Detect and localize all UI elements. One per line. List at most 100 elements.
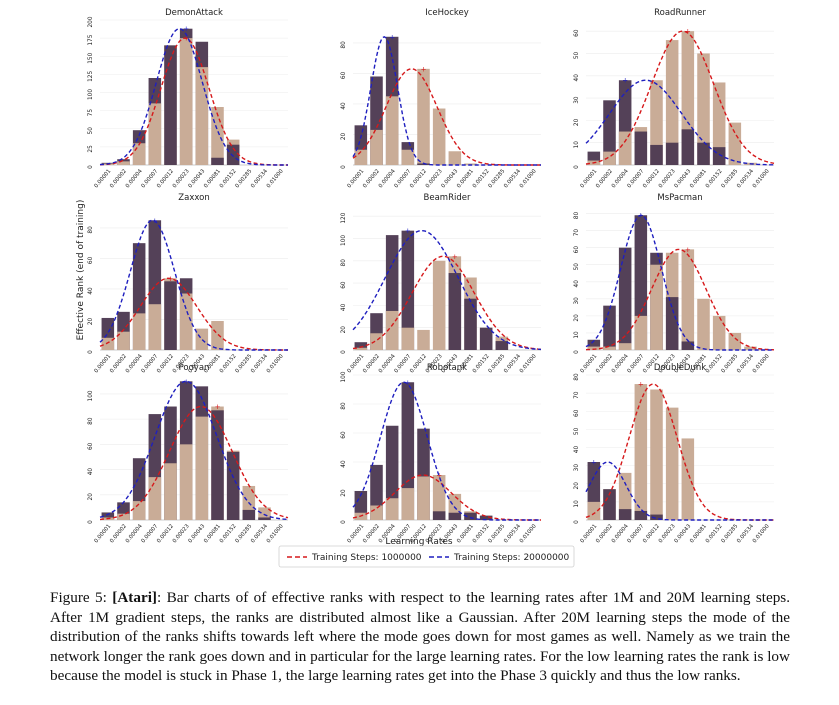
curve-20m <box>99 380 289 521</box>
y-tick-label: 50 <box>574 51 580 59</box>
bar-1m <box>417 329 430 350</box>
bar-1m <box>728 122 742 165</box>
y-tick-label: 0 <box>88 165 94 169</box>
y-tick-label: 40 <box>574 280 580 288</box>
y-tick-label: 60 <box>574 29 580 37</box>
peak-marker: + <box>183 25 189 33</box>
peak-marker: + <box>389 33 395 41</box>
y-tick-label: 20 <box>88 317 94 325</box>
bar-1m <box>681 249 695 350</box>
bar-20m <box>681 129 695 165</box>
y-tick-label: 70 <box>574 229 580 237</box>
bar-1m <box>603 346 616 350</box>
bar-20m <box>354 342 368 350</box>
y-tick-label: 20 <box>574 118 580 126</box>
bar-1m <box>587 501 601 520</box>
bar-20m <box>417 163 430 165</box>
curve-20m <box>99 219 288 351</box>
bar-1m <box>417 476 430 520</box>
bar-1m <box>681 438 695 520</box>
bar-1m <box>195 328 209 350</box>
bar-20m <box>211 157 224 165</box>
y-tick-label: 30 <box>574 96 580 104</box>
panel-title: Zaxxon <box>178 193 209 203</box>
bar-1m <box>258 507 271 520</box>
bar-20m <box>603 305 616 350</box>
bar-1m <box>370 333 383 350</box>
bar-1m <box>650 389 663 520</box>
peak-marker: + <box>436 472 442 480</box>
curve-20m <box>585 214 774 351</box>
bar-1m <box>728 332 742 350</box>
bar-20m <box>448 273 462 350</box>
y-tick-label: 80 <box>574 212 580 220</box>
peak-marker: + <box>183 35 189 43</box>
bar-1m <box>132 501 146 520</box>
bar-1m <box>132 313 146 350</box>
panel-roadrunner: 0102030405060RoadRunner0.000010.000020.0… <box>574 8 775 189</box>
peak-marker: + <box>405 379 411 387</box>
y-tick-label: 20 <box>341 489 347 497</box>
panel-title: DemonAttack <box>165 8 223 18</box>
bar-20m <box>385 425 399 520</box>
bar-20m <box>618 247 632 350</box>
y-tick-label: 50 <box>88 127 94 135</box>
y-tick-label: 10 <box>574 500 580 508</box>
bar-20m <box>650 514 663 520</box>
y-tick-label: 50 <box>574 427 580 435</box>
bar-20m <box>650 144 663 165</box>
bar-20m <box>258 517 271 520</box>
bar-20m <box>401 382 415 520</box>
bar-1m <box>587 346 601 350</box>
bar-20m <box>495 341 509 350</box>
bar-20m <box>634 131 648 165</box>
y-tick-label: 30 <box>574 297 580 305</box>
y-tick-label: 80 <box>341 259 347 267</box>
bar-1m <box>417 68 430 165</box>
y-tick-label: 40 <box>88 468 94 476</box>
bar-1m <box>148 304 162 350</box>
x-tick-label: 0.01000 <box>519 168 538 189</box>
y-tick-label: 60 <box>88 256 94 264</box>
panel-title: DoubleDunk <box>654 363 706 373</box>
y-tick-label: 125 <box>88 71 94 82</box>
bar-20m <box>665 142 679 165</box>
bar-20m <box>697 142 710 165</box>
x-tick-label: 0.01000 <box>266 523 285 544</box>
caption-tag: [Atari] <box>112 589 157 606</box>
bar-1m <box>634 315 648 350</box>
bar-1m <box>448 151 462 165</box>
bar-1m <box>697 298 710 350</box>
curve-1m <box>585 248 775 351</box>
figure: Effective Rank (end of training) Learnin… <box>76 8 775 568</box>
panel-title: MsPacman <box>657 193 702 203</box>
bar-20m <box>401 230 415 350</box>
y-tick-label: 40 <box>341 102 347 110</box>
caption-label: Figure 5: <box>50 589 107 606</box>
bar-1m <box>164 463 177 520</box>
curve-1m <box>585 383 774 521</box>
panel-mspacman: 01020304050607080MsPacman0.000010.000020… <box>574 193 775 374</box>
bar-1m <box>603 151 616 165</box>
panel-doubledunk: 01020304050607080DoubleDunk0.000010.0000… <box>574 363 774 544</box>
curve-1m <box>99 277 288 351</box>
y-tick-label: 60 <box>574 246 580 254</box>
bar-20m <box>226 144 240 165</box>
bar-20m <box>464 298 477 350</box>
bar-1m <box>432 260 446 350</box>
y-tick-label: 10 <box>574 141 580 149</box>
bar-20m <box>603 489 616 520</box>
y-tick-label: 10 <box>574 331 580 339</box>
curve-1m <box>99 405 289 521</box>
bar-1m <box>101 337 115 350</box>
figure-caption: Figure 5: [Atari]: Bar charts of of effe… <box>50 588 790 686</box>
curve-20m <box>352 35 541 166</box>
panel-beamrider: 020406080100120BeamRider0.000010.000020.… <box>341 193 542 374</box>
bar-20m <box>164 45 177 165</box>
curve-20m <box>99 27 288 166</box>
bar-1m <box>401 327 415 350</box>
bar-1m <box>618 343 632 350</box>
curve-20m <box>585 461 774 521</box>
x-tick-label: 0.01000 <box>519 523 538 544</box>
bar-1m <box>195 67 209 165</box>
